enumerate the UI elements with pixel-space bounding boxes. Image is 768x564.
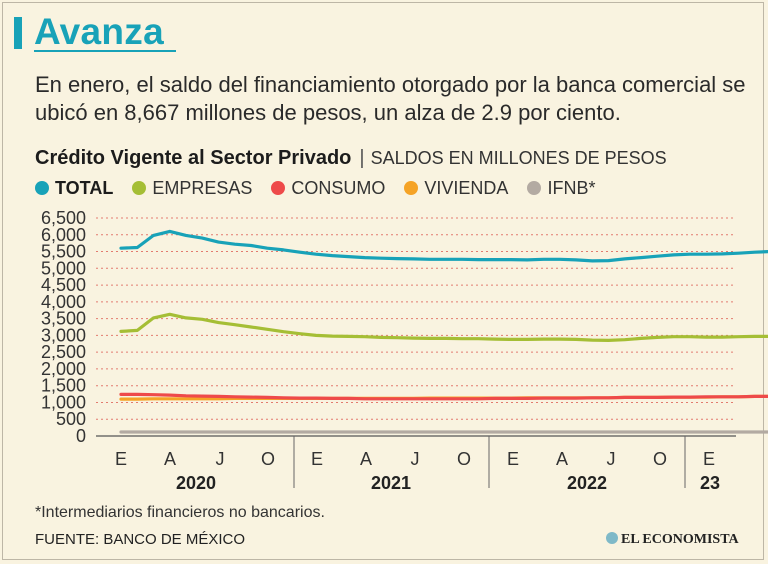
chart-title: Crédito Vigente al Sector Privado <box>35 147 352 169</box>
headline-accent-bar <box>14 17 22 49</box>
x-tick-label: E <box>311 449 323 469</box>
y-tick-label: 3,000 <box>41 325 86 345</box>
y-tick-label: 5,000 <box>41 258 86 278</box>
y-tick-label: 500 <box>56 409 86 429</box>
legend-label-consumo: CONSUMO <box>291 178 386 198</box>
x-tick-label: J <box>216 449 225 469</box>
y-tick-label: 3,500 <box>41 309 86 329</box>
source-note: FUENTE: BANCO DE MÉXICO <box>35 531 246 548</box>
headline-underline <box>34 50 176 52</box>
chart-subtitle: SALDOS EN MILLONES DE PESOS <box>370 148 667 168</box>
year-label: 23 <box>700 473 720 493</box>
y-tick-label: 4,500 <box>41 275 86 295</box>
x-tick-label: J <box>411 449 420 469</box>
legend-item-consumo: CONSUMO <box>271 178 385 199</box>
series-line-consumo <box>119 392 768 401</box>
x-tick-label: A <box>360 449 372 469</box>
y-tick-label: 2,000 <box>41 359 86 379</box>
y-tick-label: 2,500 <box>41 342 86 362</box>
legend-item-total: TOTAL <box>35 178 113 199</box>
line-chart: 6,5006,0005,5005,0004,5004,0003,5003,000… <box>41 208 768 493</box>
x-tick-label: E <box>115 449 127 469</box>
y-tick-label: 1,500 <box>41 376 86 396</box>
legend-item-vivienda: VIVIENDA <box>404 178 508 199</box>
legend-dot-empresas <box>132 181 147 195</box>
y-tick-label: 6,500 <box>41 208 86 228</box>
legend-label-total: TOTAL <box>55 178 114 198</box>
x-tick-label: O <box>261 449 275 469</box>
legend-dot-ifnb <box>527 181 542 195</box>
year-label: 2021 <box>371 473 411 493</box>
chart-title-row: Crédito Vigente al Sector Privado | SALDOS… <box>35 147 667 170</box>
headline: Avanza <box>34 11 164 52</box>
footnote: *Intermediarios financieros no bancarios… <box>35 504 325 521</box>
legend-label-empresas: EMPRESAS <box>152 178 253 198</box>
brand-icon <box>606 532 618 544</box>
series-line-empresas <box>119 312 768 342</box>
y-tick-label: 0 <box>76 426 86 446</box>
y-tick-label: 5,500 <box>41 242 86 262</box>
x-tick-label: A <box>556 449 568 469</box>
legend-dot-vivienda <box>404 181 419 195</box>
title-separator: | <box>359 147 365 169</box>
chart-legend: TOTAL EMPRESAS CONSUMO VIVIENDA IFNB* <box>35 178 609 199</box>
legend-dot-consumo <box>271 181 286 195</box>
legend-label-ifnb: IFNB* <box>547 178 596 198</box>
y-tick-label: 4,000 <box>41 292 86 312</box>
intro-text: En enero, el saldo del financiamiento ot… <box>35 72 746 125</box>
brand-logo: EL ECONOMISTA <box>606 532 739 548</box>
year-label: 2020 <box>176 473 216 493</box>
legend-item-ifnb: IFNB* <box>527 178 595 199</box>
y-tick-label: 6,000 <box>41 225 86 245</box>
brand-name: EL ECONOMISTA <box>621 532 739 547</box>
legend-dot-total <box>35 181 49 195</box>
x-tick-label: E <box>703 449 715 469</box>
year-label: 2022 <box>567 473 607 493</box>
x-tick-label: E <box>507 449 519 469</box>
legend-label-vivienda: VIVIENDA <box>424 178 509 198</box>
x-tick-label: A <box>164 449 176 469</box>
legend-item-empresas: EMPRESAS <box>132 178 252 199</box>
x-tick-label: J <box>607 449 616 469</box>
x-tick-label: O <box>457 449 471 469</box>
x-tick-label: O <box>653 449 667 469</box>
y-tick-label: 1,000 <box>41 392 86 412</box>
series-line-total <box>119 229 768 263</box>
